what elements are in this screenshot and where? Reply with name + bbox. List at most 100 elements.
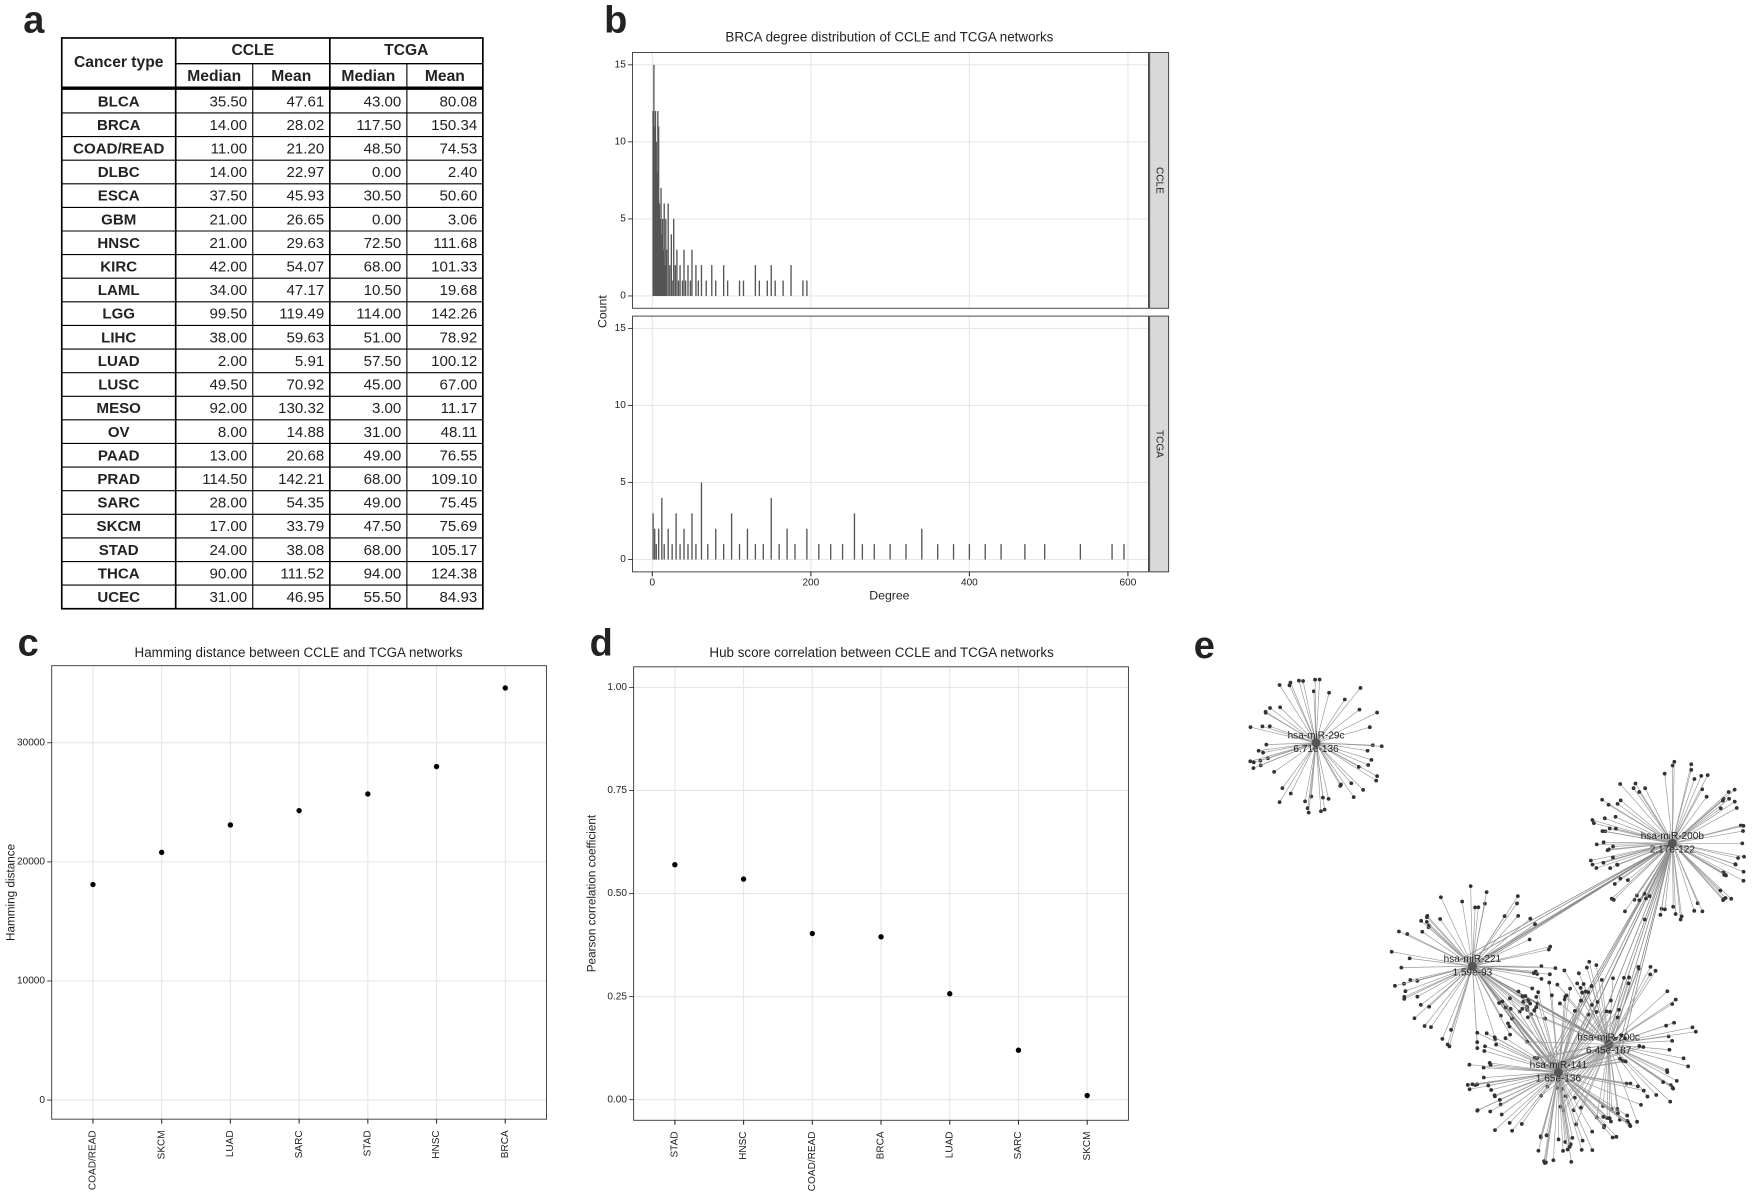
network-edge [1394, 965, 1473, 987]
point [90, 881, 96, 888]
network-node [1689, 768, 1694, 772]
network-node [1422, 1024, 1427, 1028]
hub-score: 1.59e-93 [1453, 968, 1493, 979]
network-edge [1607, 842, 1673, 851]
network-edge [1672, 843, 1682, 917]
network-edge [1558, 1011, 1597, 1073]
network-node [1665, 1068, 1669, 1073]
network-node [1356, 764, 1361, 769]
network-node [1493, 1128, 1497, 1133]
network-node [1608, 1009, 1612, 1014]
network-node [1637, 790, 1642, 794]
network-node [1579, 1147, 1584, 1152]
network-node [1517, 1009, 1522, 1014]
network-node [1470, 1082, 1475, 1087]
table-cell: 22.97 [287, 164, 325, 181]
network-edge [1430, 965, 1473, 1028]
network-edge [1315, 742, 1369, 766]
network-node [1722, 872, 1727, 877]
network-node [1516, 913, 1521, 918]
table-cell: 46.95 [287, 589, 325, 606]
network-node [1547, 972, 1552, 977]
table-cell: 28.00 [209, 495, 247, 512]
network-edge [1592, 819, 1673, 844]
network-node [1562, 997, 1567, 1002]
network-edge [1612, 842, 1673, 858]
bar [700, 482, 703, 560]
x-tick-label: LUAD [225, 1130, 236, 1157]
network-node [1486, 1083, 1491, 1088]
table-header: Median [187, 68, 241, 85]
table-cell: PAAD [98, 447, 140, 464]
table-cell: 99.50 [209, 306, 247, 323]
table-cell: 20.68 [287, 447, 325, 464]
network-hub [1311, 738, 1321, 748]
network-edge [1608, 974, 1651, 1045]
network-edge [1269, 707, 1317, 744]
table-cell: 70.92 [287, 377, 325, 394]
network-node [1732, 787, 1737, 792]
table-cell: 21.00 [209, 211, 247, 228]
network-edge [1253, 742, 1317, 763]
table-cell: 101.33 [431, 259, 477, 276]
network-edge [1472, 965, 1523, 1010]
network-edge [1604, 817, 1673, 844]
network-node [1564, 993, 1569, 998]
bar [653, 64, 655, 296]
table-cell: 0.00 [372, 211, 401, 228]
network-edge [1608, 966, 1639, 1045]
x-tick-label: STAD [670, 1131, 681, 1157]
bar [695, 544, 697, 560]
hub-label: hsa-miR-221 [1444, 954, 1502, 965]
network-node [1305, 806, 1310, 811]
network-node [1502, 914, 1507, 919]
network-edge [1427, 915, 1473, 967]
network-node [1637, 1044, 1642, 1048]
network-edge [1558, 1071, 1642, 1106]
network-edge [1608, 1044, 1618, 1110]
network-edge [1509, 1072, 1559, 1124]
bar [687, 265, 689, 296]
network-edge [1316, 742, 1368, 752]
network-edge [1602, 830, 1673, 844]
network-node [1313, 677, 1317, 682]
network-node [1590, 862, 1595, 867]
table-cell: 117.50 [356, 117, 401, 134]
network-hub [1553, 1067, 1563, 1077]
network-edge [1608, 1044, 1613, 1110]
network-edge [1290, 682, 1317, 743]
network-node [1555, 982, 1560, 987]
network-node [1498, 1102, 1503, 1107]
network-edge [1494, 1072, 1559, 1131]
point [502, 685, 508, 691]
network-node [1367, 725, 1372, 730]
network-edge [1565, 1044, 1609, 1097]
network-edge [1553, 1072, 1559, 1161]
table-cell: 42.00 [209, 259, 247, 276]
network-edge [1463, 842, 1673, 963]
network-edge [1472, 966, 1496, 1040]
table-cell: 29.63 [287, 235, 325, 252]
network-edge [1491, 1071, 1559, 1091]
network-node [1590, 1148, 1595, 1153]
bar [742, 280, 745, 296]
network-node [1667, 1047, 1672, 1052]
network-edge [1279, 742, 1317, 803]
network-node [1507, 1121, 1512, 1125]
bar [984, 544, 986, 560]
network-edge [1608, 1044, 1689, 1067]
network-node [1699, 774, 1704, 778]
y-axis-label: Hamming distance [5, 844, 18, 941]
network-edge [1449, 966, 1473, 1047]
network-edge [1405, 965, 1473, 992]
bar [700, 265, 703, 296]
table-cell: 31.00 [209, 589, 247, 606]
network-edge [1672, 796, 1707, 844]
bar [654, 111, 657, 296]
network-node [1741, 878, 1746, 883]
network-node [1440, 1036, 1445, 1041]
network-edge [1590, 842, 1673, 861]
network-node [1595, 1000, 1600, 1004]
network-node [1306, 810, 1311, 815]
network-edge [1472, 915, 1519, 967]
